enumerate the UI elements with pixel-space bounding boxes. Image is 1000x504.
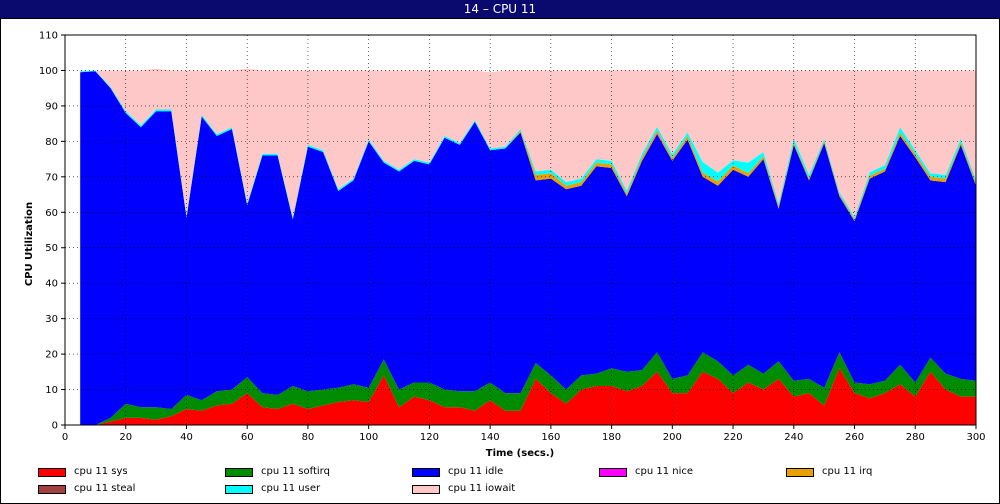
x-tick-label: 60	[241, 432, 254, 443]
legend-swatch	[599, 468, 627, 477]
y-tick-label: 30	[45, 314, 58, 325]
window-title: 14 – CPU 11	[0, 0, 1000, 18]
legend-label: cpu 11 steal	[74, 483, 136, 494]
x-tick-label: 240	[784, 432, 803, 443]
x-tick-label: 100	[359, 432, 378, 443]
y-tick-label: 20	[45, 350, 58, 361]
series-area-cpu-11-softirq	[80, 352, 976, 425]
y-tick-label: 10	[45, 385, 58, 396]
y-tick-label: 80	[45, 137, 58, 148]
legend-label: cpu 11 sys	[74, 466, 128, 477]
x-tick-label: 80	[302, 432, 315, 443]
series-area-cpu-11-iowait	[80, 68, 976, 218]
y-tick-label: 110	[39, 31, 58, 42]
axes: 0 20 40 60 80 100 120 140 160 180 200 220 240 260 280 3…	[39, 31, 986, 444]
y-tick-label: 100	[39, 66, 58, 77]
legend-swatch	[225, 468, 253, 477]
legend-swatch	[38, 485, 66, 494]
x-tick-label: 140	[481, 432, 500, 443]
legend-swatch	[786, 468, 814, 477]
y-tick-label: 70	[45, 172, 58, 183]
legend-label: cpu 11 iowait	[448, 483, 516, 494]
series-area-cpu-11-idle	[80, 71, 976, 425]
y-tick-label: 50	[45, 243, 58, 254]
x-tick-label: 180	[602, 432, 621, 443]
x-tick-label: 40	[180, 432, 193, 443]
x-tick-label: 260	[845, 432, 864, 443]
legend-label: cpu 11 softirq	[261, 466, 330, 477]
x-axis-label: Time (secs.)	[486, 448, 555, 459]
grid-lines	[64, 34, 977, 426]
x-tick-label: 0	[62, 432, 68, 443]
x-tick-label: 160	[541, 432, 560, 443]
plot-border	[64, 34, 977, 426]
x-tick-label: 200	[663, 432, 682, 443]
legend-swatch	[412, 485, 440, 494]
x-tick-label: 280	[906, 432, 925, 443]
y-tick-label: 90	[45, 101, 58, 112]
legend-swatch	[38, 468, 66, 477]
y-tick-label: 0	[52, 421, 58, 432]
legend-label: cpu 11 irq	[822, 466, 873, 477]
y-tick-label: 40	[45, 279, 58, 290]
x-tick-label: 300	[966, 432, 985, 443]
legend: cpu 11 sys cpu 11 softirq cpu 11 idle cpu 1…	[0, 460, 1000, 504]
x-tick-label: 20	[119, 432, 132, 443]
y-axis-label: CPU Utilization	[24, 202, 35, 286]
legend-label: cpu 11 user	[261, 483, 321, 494]
plot-area	[65, 35, 976, 425]
y-tick-label: 60	[45, 208, 58, 219]
legend-label: cpu 11 idle	[448, 466, 504, 477]
series-area-cpu-11-sys	[80, 368, 976, 425]
legend-swatch	[412, 468, 440, 477]
legend-swatch	[225, 485, 253, 494]
legend-label: cpu 11 nice	[635, 466, 694, 477]
x-tick-label: 220	[724, 432, 743, 443]
x-tick-label: 120	[420, 432, 439, 443]
